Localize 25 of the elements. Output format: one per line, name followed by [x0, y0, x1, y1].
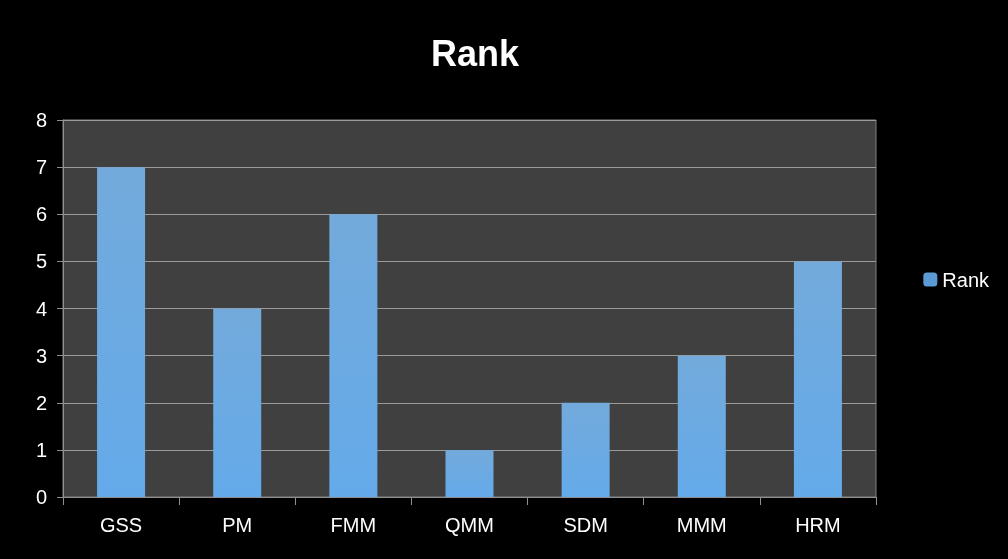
x-tick-label: SDM: [563, 514, 608, 536]
bar: [213, 308, 262, 497]
bar: [677, 355, 726, 497]
y-tick-label: 5: [35, 250, 47, 273]
x-tick-label: FMM: [330, 514, 377, 536]
y-tick-label: 4: [35, 297, 47, 320]
chart-title: Rank: [430, 32, 520, 74]
x-tick-label: PM: [222, 514, 253, 536]
x-tick-label: HRM: [795, 514, 841, 536]
bar: [97, 167, 146, 497]
bar: [329, 214, 378, 497]
y-tick-label: 6: [35, 203, 47, 226]
y-tick-label: 0: [35, 486, 47, 508]
y-tick-label: 8: [35, 109, 47, 131]
bar: [445, 449, 494, 497]
legend-label: Rank: [942, 268, 990, 291]
x-tick-label: QMM: [445, 514, 494, 536]
bar: [561, 402, 610, 497]
y-tick-label: 1: [35, 438, 47, 461]
y-tick-label: 2: [35, 391, 47, 414]
x-tick-label: MMM: [676, 514, 727, 536]
y-tick-label: 3: [35, 344, 47, 367]
x-tick-label: GSS: [99, 514, 143, 536]
bar: [793, 261, 842, 497]
y-tick-label: 7: [35, 156, 47, 179]
